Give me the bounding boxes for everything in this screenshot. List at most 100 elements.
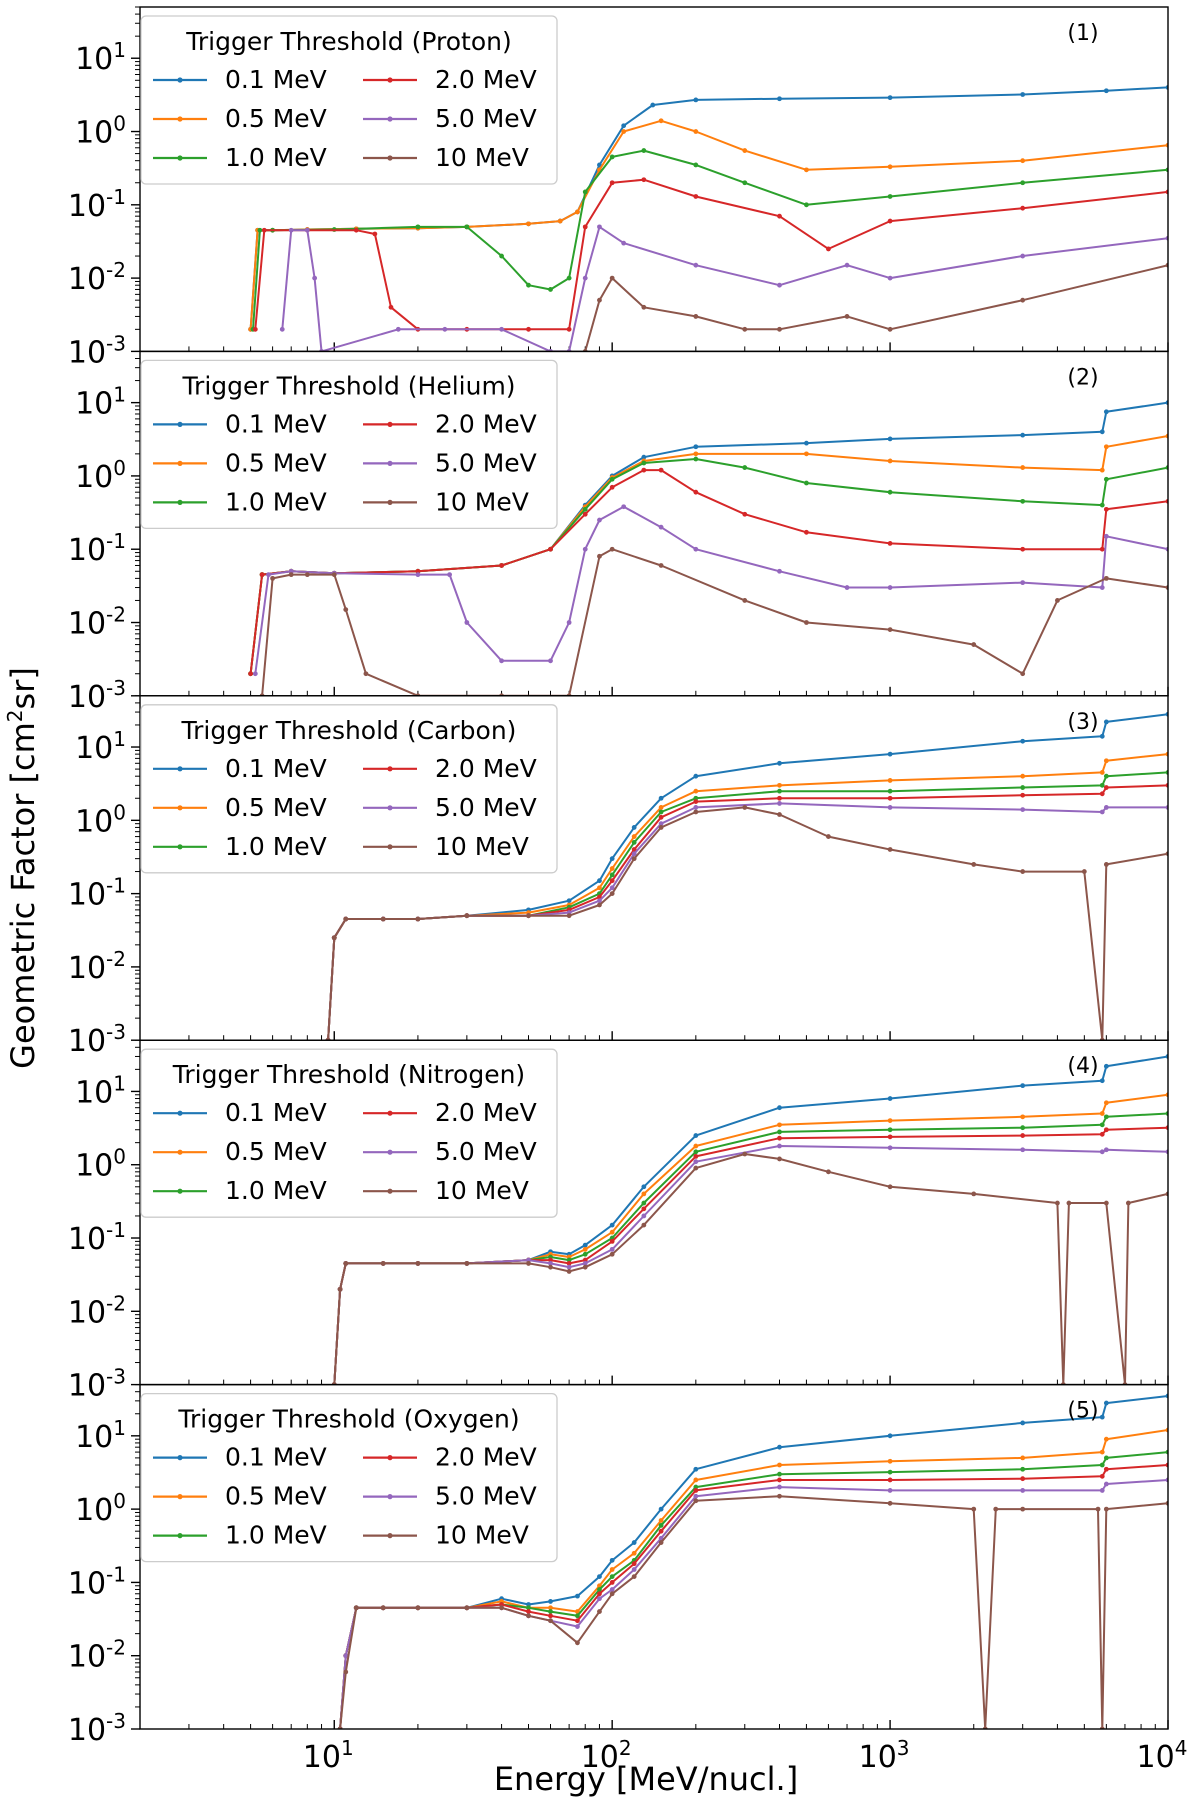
data-point (597, 878, 602, 884)
data-point (887, 1184, 893, 1190)
data-point (1103, 1100, 1109, 1106)
data-point (575, 1640, 580, 1646)
data-point (566, 1264, 572, 1270)
legend-marker (177, 766, 183, 772)
legend-entry: 0.1 MeV (225, 1443, 327, 1472)
data-point (575, 209, 580, 215)
y-tick-exp: 0 (113, 1145, 126, 1169)
y-tick-base: 10 (68, 1222, 106, 1257)
y-tick-label: 10-3 (68, 1709, 126, 1748)
data-point (575, 1613, 580, 1619)
data-point (1103, 533, 1109, 539)
y-tick-exp: 0 (113, 456, 126, 480)
y-tick-exp: 0 (113, 112, 126, 136)
y-tick-exp: -3 (106, 676, 126, 700)
data-point (887, 436, 893, 442)
data-point (777, 1484, 782, 1490)
data-point (609, 1580, 615, 1585)
legend-entry: 5.0 MeV (435, 1482, 537, 1511)
legend-marker (387, 844, 393, 850)
legend-entry: 0.1 MeV (225, 65, 327, 94)
data-point (804, 529, 809, 535)
y-axis-label: Geometric Factor [cm2sr] (3, 667, 42, 1069)
data-point (609, 885, 615, 891)
panel-tag: (1) (1067, 21, 1098, 46)
data-point (693, 809, 699, 815)
legend: Trigger Threshold (Oxygen) 0.1 MeV 0.5 MeV… (140, 1392, 558, 1563)
data-point (993, 1506, 999, 1512)
data-point (566, 275, 572, 281)
data-point (693, 194, 699, 199)
data-point (499, 253, 504, 259)
x-tick-exp: 3 (897, 1736, 910, 1760)
data-point (566, 620, 572, 625)
data-point (621, 504, 627, 510)
legend-marker (177, 1149, 183, 1155)
data-point (742, 465, 748, 470)
data-point (548, 658, 553, 664)
data-point (1020, 1133, 1026, 1138)
series-group (248, 400, 1168, 696)
data-point (693, 1153, 699, 1159)
data-point (1099, 782, 1105, 788)
x-tick-label: 104 (1137, 1736, 1188, 1775)
y-tick-label: 101 (75, 383, 126, 422)
data-point (1103, 575, 1109, 581)
data-point (582, 546, 588, 552)
series-group (325, 711, 1168, 1041)
data-point (609, 1246, 615, 1252)
data-point (1103, 88, 1109, 94)
legend-entry: 2.0 MeV (435, 1098, 537, 1127)
data-point (582, 275, 588, 281)
data-point (641, 1206, 647, 1212)
data-point (380, 1261, 386, 1266)
legend-marker (177, 1455, 183, 1461)
data-point (1099, 1449, 1105, 1455)
data-point (887, 1134, 893, 1140)
y-tick-exp: -3 (106, 1709, 126, 1733)
y-tick-exp: -1 (106, 874, 126, 898)
data-point (353, 1605, 359, 1611)
data-point (304, 227, 310, 233)
y-tick-label: 10-2 (68, 603, 126, 642)
y-tick-label: 10-2 (68, 1291, 126, 1330)
data-point (693, 456, 699, 462)
data-point (777, 1135, 782, 1141)
legend-entry: 10 MeV (435, 1521, 529, 1550)
data-point (1020, 158, 1026, 164)
data-point (1103, 1114, 1109, 1120)
data-point (1099, 1111, 1105, 1116)
data-point (1103, 1436, 1109, 1442)
data-point (1103, 805, 1109, 810)
data-point (582, 189, 588, 195)
data-point (887, 1145, 893, 1151)
series-line (281, 225, 1168, 352)
panel-tag: (3) (1067, 710, 1098, 735)
legend-marker (177, 77, 183, 83)
data-point (1020, 792, 1026, 798)
data-point (693, 444, 699, 450)
data-point (1020, 1506, 1026, 1512)
data-point (415, 1605, 421, 1611)
data-point (631, 839, 637, 845)
data-point (887, 1096, 893, 1101)
data-point (526, 282, 531, 288)
data-point (1066, 1200, 1072, 1206)
legend-entry: 1.0 MeV (225, 1521, 327, 1550)
data-point (650, 102, 656, 108)
data-point (658, 1540, 664, 1545)
x-tick-exp: 4 (1175, 1736, 1188, 1760)
legend-marker (177, 1533, 183, 1539)
data-point (1099, 546, 1105, 552)
legend-entry: 0.1 MeV (225, 1098, 327, 1127)
data-point (631, 1550, 637, 1556)
y-tick-base: 10 (68, 533, 106, 568)
data-point (557, 218, 563, 224)
data-point (641, 1213, 647, 1219)
data-point (804, 480, 809, 486)
legend-title: Trigger Threshold (Oxygen) (177, 1405, 519, 1434)
data-point (887, 1500, 893, 1506)
data-point (658, 805, 664, 810)
data-point (609, 891, 615, 897)
